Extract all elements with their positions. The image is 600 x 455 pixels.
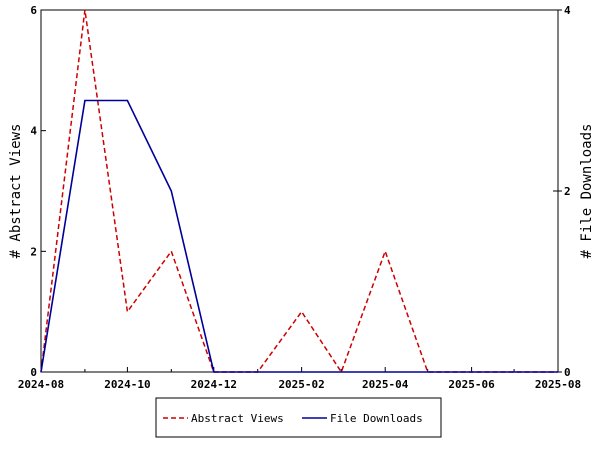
x-tick-label: 2025-08 — [535, 378, 581, 391]
x-tick-label: 2025-04 — [362, 378, 409, 391]
x-tick-label: 2024-08 — [18, 378, 64, 391]
y-right-axis-ticks: 0 2 4 — [553, 4, 571, 379]
plot-frame — [41, 10, 558, 372]
legend: Abstract Views File Downloads — [156, 398, 441, 437]
y-left-axis-ticks: 0 2 4 6 — [30, 4, 46, 379]
y-left-tick-label: 4 — [30, 125, 37, 138]
y-right-tick-label: 2 — [564, 185, 571, 198]
legend-label: Abstract Views — [191, 412, 284, 425]
y-left-tick-label: 2 — [30, 245, 37, 258]
y-right-axis-title: # File Downloads — [579, 124, 595, 259]
y-right-tick-label: 4 — [564, 4, 571, 17]
y-left-tick-label: 0 — [30, 366, 37, 379]
x-tick-label: 2024-10 — [104, 378, 150, 391]
legend-label: File Downloads — [330, 412, 423, 425]
x-tick-label: 2025-02 — [278, 378, 324, 391]
series-line-file-downloads — [41, 101, 558, 373]
y-left-tick-label: 6 — [30, 4, 37, 17]
y-right-tick-label: 0 — [564, 366, 571, 379]
x-axis-ticks: 2024-08 2024-10 2024-12 2025-02 2025-04 2025-… — [18, 367, 581, 391]
x-tick-label: 2024-12 — [191, 378, 237, 391]
y-left-axis-title: # Abstract Views — [8, 124, 24, 259]
x-tick-label: 2025-06 — [448, 378, 495, 391]
series-line-abstract-views — [41, 10, 558, 372]
plot-frame-group — [41, 10, 558, 372]
series-group — [41, 10, 558, 372]
